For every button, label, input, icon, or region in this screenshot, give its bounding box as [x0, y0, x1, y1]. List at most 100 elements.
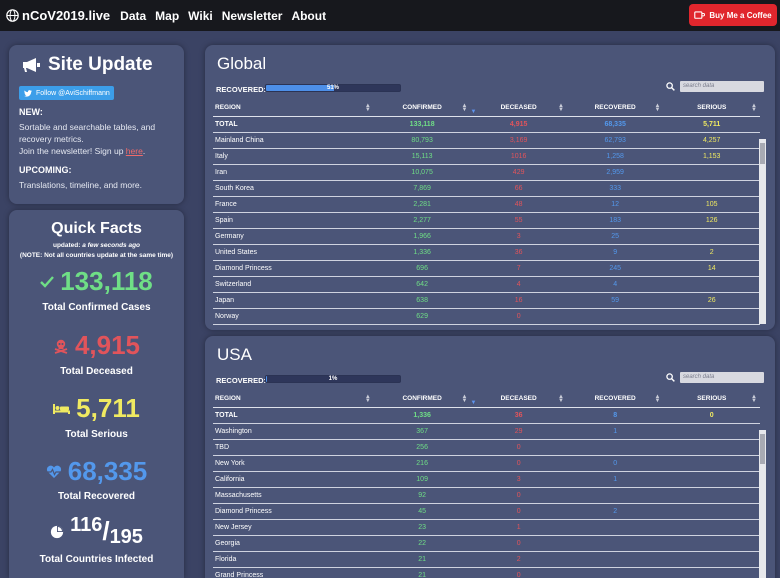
deceased-cell: 1 — [470, 519, 567, 536]
recovered-cell: 333 — [566, 180, 664, 197]
column-header-region[interactable]: REGION ▲ ▼ — [213, 100, 374, 117]
recovered-cell: 68,335 — [566, 116, 664, 133]
column-header-confirmed[interactable]: CONFIRMED ▲ ▼ ▼ — [373, 100, 476, 117]
table-row: Washington 367 29 1 — [213, 423, 760, 440]
column-header-deceased[interactable]: DECEASED ▲ ▼ — [470, 391, 567, 408]
table-row: New Jersey 23 1 — [213, 519, 760, 536]
buy-coffee-button[interactable]: Buy Me a Coffee — [689, 4, 777, 26]
serious-cell: 26 — [663, 292, 760, 309]
deceased-fact: 4,915 — [9, 330, 184, 361]
nav-newsletter[interactable]: Newsletter — [221, 8, 283, 23]
serious-cell: 14 — [663, 260, 760, 277]
confirmed-cell: 109 — [373, 471, 471, 488]
sort-arrows-icon[interactable]: ▲ ▼ — [654, 394, 661, 404]
sort-arrows-icon[interactable]: ▲ ▼ — [364, 103, 371, 113]
recovered-cell: 1,258 — [566, 148, 664, 165]
nav-about[interactable]: About — [291, 8, 327, 23]
region-cell: Washington — [213, 423, 374, 440]
global-scrollbar[interactable] — [759, 139, 766, 324]
column-header-label: DECEASED — [500, 395, 537, 403]
global-recovered-label: RECOVERED: — [216, 85, 267, 94]
deceased-cell: 48 — [470, 196, 567, 213]
recovered-label: Total Recovered — [57, 491, 136, 502]
region-cell: Switzerland — [213, 276, 374, 293]
nav-map[interactable]: Map — [155, 8, 180, 23]
column-header-serious[interactable]: SERIOUS ▲ ▼ — [663, 100, 760, 117]
table-row: Mainland China 80,793 3,169 62,793 4,257 — [213, 132, 760, 149]
table-row: South Korea 7,869 66 333 — [213, 180, 760, 197]
recovered-cell: 9 — [566, 244, 664, 261]
confirmed-cell: 133,118 — [373, 116, 471, 133]
sort-arrows-icon[interactable]: ▲ ▼ — [557, 103, 564, 113]
column-header-deceased[interactable]: DECEASED ▲ ▼ — [470, 100, 567, 117]
usa-recovered-pct: 1% — [328, 376, 338, 382]
column-header-serious[interactable]: SERIOUS ▲ ▼ — [663, 391, 760, 408]
newsletter-text: Join the newsletter! Sign up — [19, 146, 126, 156]
serious-cell — [663, 503, 760, 520]
region-cell: South Korea — [213, 180, 374, 197]
column-header-label: RECOVERED — [594, 395, 636, 403]
sort-arrows-icon[interactable]: ▲ ▼ — [461, 103, 468, 113]
usa-scrollbar[interactable] — [759, 430, 766, 578]
skull-crossbones-icon — [54, 339, 68, 354]
usa-search-input[interactable]: search data — [680, 372, 764, 383]
confirmed-cell: 21 — [373, 567, 471, 578]
confirmed-fact: 133,118 — [9, 266, 184, 297]
serious-label: Total Serious — [65, 429, 128, 440]
countries-infected-count: 116 — [70, 514, 103, 536]
global-search-input[interactable]: search data — [680, 81, 764, 92]
global-scroll-thumb[interactable] — [760, 143, 765, 164]
column-header-confirmed[interactable]: CONFIRMED ▲ ▼ ▼ — [373, 391, 476, 408]
nav-wiki[interactable]: Wiki — [188, 8, 213, 23]
recovered-cell — [566, 308, 664, 325]
confirmed-cell: 92 — [373, 487, 471, 504]
brand-link[interactable]: nCoV2019.live — [6, 8, 110, 23]
serious-cell — [663, 455, 760, 472]
region-cell: TOTAL — [213, 116, 374, 133]
new-text: Sortable and searchable tables, and reco… — [19, 122, 156, 156]
sort-arrows-icon[interactable]: ▲ ▼ — [364, 394, 371, 404]
global-recovered-fill — [266, 85, 335, 91]
sort-arrows-icon[interactable]: ▲ ▼ — [461, 394, 468, 404]
quick-facts-card — [9, 210, 184, 578]
coffee-label: Buy Me a Coffee — [709, 10, 772, 20]
nav-data[interactable]: Data — [120, 8, 147, 23]
sort-arrows-icon[interactable]: ▲ ▼ — [751, 103, 757, 113]
deceased-cell: 0 — [470, 535, 567, 552]
table-row: United States 1,336 36 9 2 — [213, 244, 760, 261]
region-cell: United States — [213, 244, 374, 261]
twitter-follow-button[interactable]: Follow @AviSchiffmann — [19, 86, 114, 100]
column-header-recovered[interactable]: RECOVERED ▲ ▼ — [566, 100, 664, 117]
recovered-cell — [566, 535, 664, 552]
search-icon — [666, 373, 675, 382]
total-row: TOTAL 1,336 36 8 0 — [213, 407, 760, 424]
serious-cell — [663, 308, 760, 325]
twitter-icon — [24, 89, 32, 97]
deceased-cell: 3 — [470, 471, 567, 488]
region-cell: Diamond Princess — [213, 503, 374, 520]
deceased-cell: 4 — [470, 276, 567, 293]
newsletter-signup-link[interactable]: here — [125, 146, 143, 156]
column-header-label: SERIOUS — [697, 395, 727, 403]
recovered-cell — [566, 439, 664, 456]
usa-recovered-label: RECOVERED: — [216, 376, 267, 385]
serious-cell — [663, 276, 760, 293]
column-header-region[interactable]: REGION ▲ ▼ — [213, 391, 374, 408]
sort-arrows-icon[interactable]: ▲ ▼ — [751, 394, 757, 404]
confirmed-cell: 1,336 — [373, 407, 471, 424]
usa-scroll-thumb[interactable] — [760, 434, 765, 464]
sort-arrows-icon[interactable]: ▲ ▼ — [557, 394, 564, 404]
twitter-follow-label: Follow @AviSchiffmann — [36, 89, 110, 97]
confirmed-cell: 1,336 — [373, 244, 471, 261]
recovered-cell: 4 — [566, 276, 664, 293]
site-update-card — [9, 45, 184, 204]
column-header-recovered[interactable]: RECOVERED ▲ ▼ — [566, 391, 664, 408]
pie-chart-icon — [50, 525, 64, 538]
usa-recovered-fill — [266, 376, 268, 382]
brand-label: nCoV2019.live — [22, 8, 111, 23]
sort-arrows-icon[interactable]: ▲ ▼ — [654, 103, 661, 113]
region-cell: Diamond Princess — [213, 260, 374, 277]
region-cell: TBD — [213, 439, 374, 456]
table-row: Switzerland 642 4 4 — [213, 276, 760, 293]
recovered-cell: 25 — [566, 228, 664, 245]
